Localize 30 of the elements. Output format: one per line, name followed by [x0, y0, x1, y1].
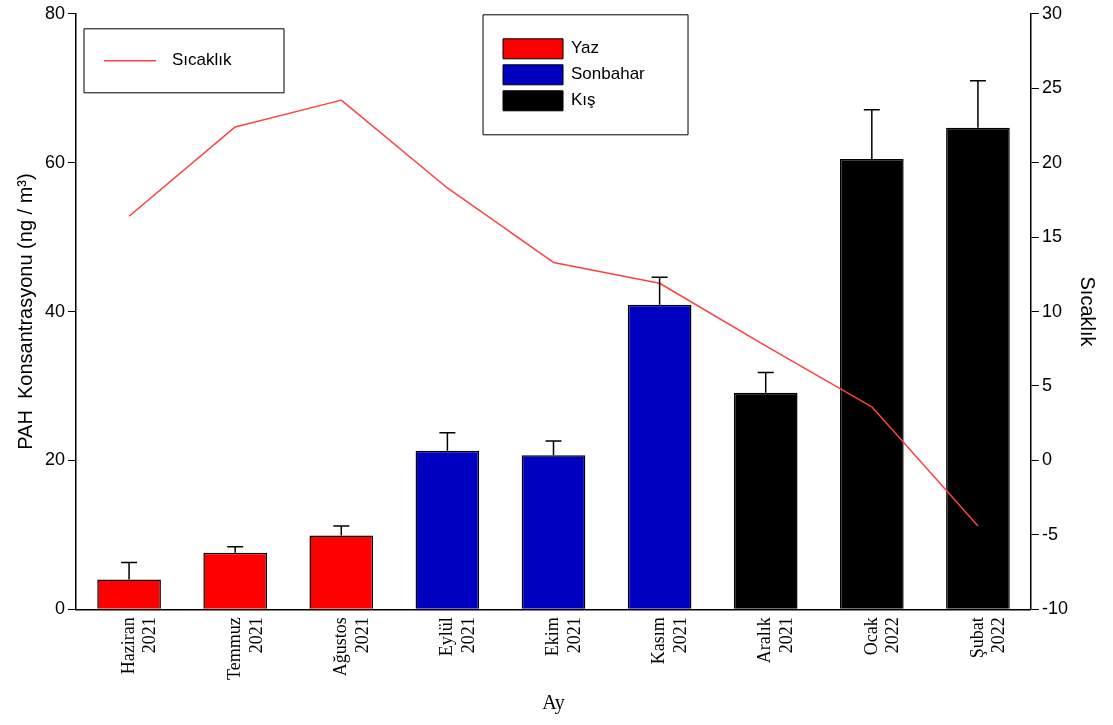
- y-axis-title: PAH Konsantrasyonu (ng / m³): [13, 173, 36, 450]
- y-tick-label: 0: [55, 598, 66, 619]
- y2-tick-label: -10: [1041, 598, 1068, 619]
- x-axis-title: Ay: [542, 691, 565, 715]
- x-tick-label: Aralık 2021: [754, 617, 797, 664]
- legend-label: Sıcaklık: [172, 50, 233, 70]
- legend-label: Yaz: [571, 38, 600, 58]
- y2-tick-label: 30: [1041, 2, 1063, 23]
- x-tick-label: Temmuz 2021: [223, 617, 266, 680]
- y2-tick-label: 10: [1041, 300, 1063, 321]
- y2-tick-label: 5: [1041, 374, 1052, 395]
- y2-tick-label: 15: [1041, 226, 1063, 247]
- legend-label: Sonbahar: [571, 64, 646, 84]
- y-tick-label: 80: [44, 2, 66, 23]
- x-tick-label: Eylül 2021: [436, 617, 478, 657]
- y-tick-label: 60: [44, 151, 66, 172]
- x-tick-label: Haziran 2021: [117, 617, 160, 675]
- x-tick-label: Ocak 2022: [860, 617, 903, 656]
- legend-label: Kış: [571, 90, 596, 110]
- y2-tick-label: 0: [1041, 449, 1052, 470]
- x-tick-label: Şubat 2022: [966, 617, 1009, 659]
- x-tick-label: Kasım 2021: [648, 617, 690, 665]
- y2-tick-label: 25: [1041, 77, 1063, 98]
- y-tick-label: 20: [44, 449, 66, 470]
- y2-tick-label: 20: [1041, 151, 1063, 172]
- y2-axis-title: Sıcaklık: [1077, 276, 1100, 348]
- x-tick-label: Ekim 2021: [542, 617, 584, 657]
- x-tick-label: Ağustos 2021: [330, 617, 372, 677]
- y-tick-label: 40: [44, 300, 66, 321]
- y2-tick-label: -5: [1041, 523, 1058, 544]
